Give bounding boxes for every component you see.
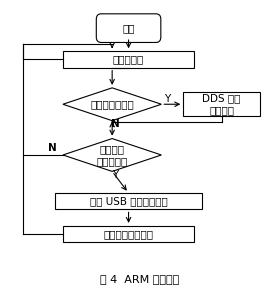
Text: Y: Y [112,170,118,180]
FancyBboxPatch shape [96,14,161,43]
Text: 开始: 开始 [122,23,135,33]
Text: N: N [48,143,56,154]
Text: Y: Y [164,94,170,104]
Text: 控制 USB 传输解调信息: 控制 USB 传输解调信息 [90,196,167,206]
Bar [183,92,260,116]
Text: 液晶显示解调信息: 液晶显示解调信息 [104,229,153,239]
Text: 判断有无
解调信息？: 判断有无 解调信息？ [97,144,128,166]
Text: 有无发送任务？: 有无发送任务？ [90,99,134,109]
Bar [63,226,194,242]
Text: N: N [110,119,119,129]
Bar [63,51,194,68]
Text: DDS 发送
相关信号: DDS 发送 相关信号 [202,93,241,115]
Bar [55,193,202,209]
Text: 图 4  ARM 主流程图: 图 4 ARM 主流程图 [100,274,179,284]
Polygon shape [63,88,161,121]
Polygon shape [63,139,161,171]
Text: 系统初始化: 系统初始化 [113,54,144,64]
